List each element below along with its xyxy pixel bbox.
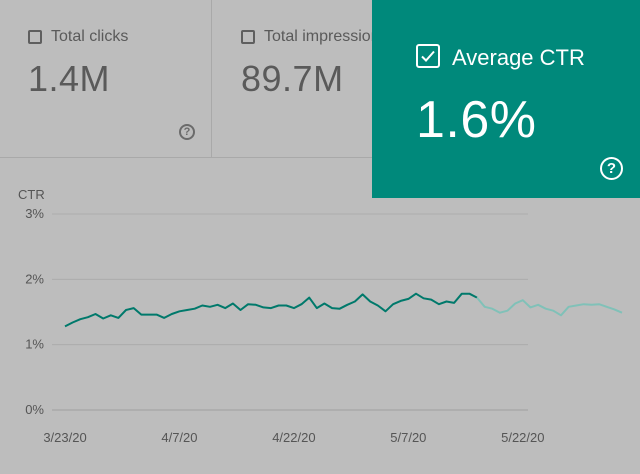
average-ctr-label: Average CTR	[452, 45, 585, 70]
total-clicks-value: 1.4M	[28, 58, 111, 99]
x-tick-label: 5/22/20	[501, 430, 544, 445]
total-clicks-header[interactable]: Total clicks	[28, 28, 128, 46]
help-icon[interactable]: ?	[179, 124, 195, 140]
checkmark-icon	[421, 50, 435, 62]
total-clicks-label: Total clicks	[51, 28, 129, 45]
total-impressions-label: Total impressions	[264, 28, 383, 45]
average-ctr-value: 1.6%	[416, 91, 537, 149]
average-ctr-card[interactable]: Average CTR 1.6% ?	[372, 0, 640, 198]
card-divider	[0, 157, 640, 158]
y-axis-label: CTR	[18, 187, 45, 202]
y-tick-label: 3%	[25, 206, 44, 221]
total-impressions-value: 89.7M	[241, 58, 344, 99]
average-ctr-checkbox[interactable]	[416, 44, 440, 68]
ctr-series-line-partial	[476, 296, 623, 317]
total-impressions-checkbox[interactable]	[241, 30, 255, 44]
y-tick-label: 1%	[25, 337, 44, 352]
y-tick-label: 0%	[25, 402, 44, 417]
x-tick-label: 4/7/20	[161, 430, 197, 445]
x-tick-label: 3/23/20	[43, 430, 86, 445]
help-icon[interactable]: ?	[600, 157, 623, 180]
x-tick-label: 5/7/20	[390, 430, 426, 445]
ctr-series-line	[64, 292, 478, 328]
total-clicks-checkbox[interactable]	[28, 30, 42, 44]
x-tick-label: 4/22/20	[272, 430, 315, 445]
total-impressions-header[interactable]: Total impressions	[241, 28, 383, 46]
total-impressions-card[interactable]: Total impressions 89.7M	[213, 0, 383, 157]
total-clicks-card[interactable]: Total clicks 1.4M ?	[0, 0, 212, 157]
y-tick-label: 2%	[25, 271, 44, 286]
